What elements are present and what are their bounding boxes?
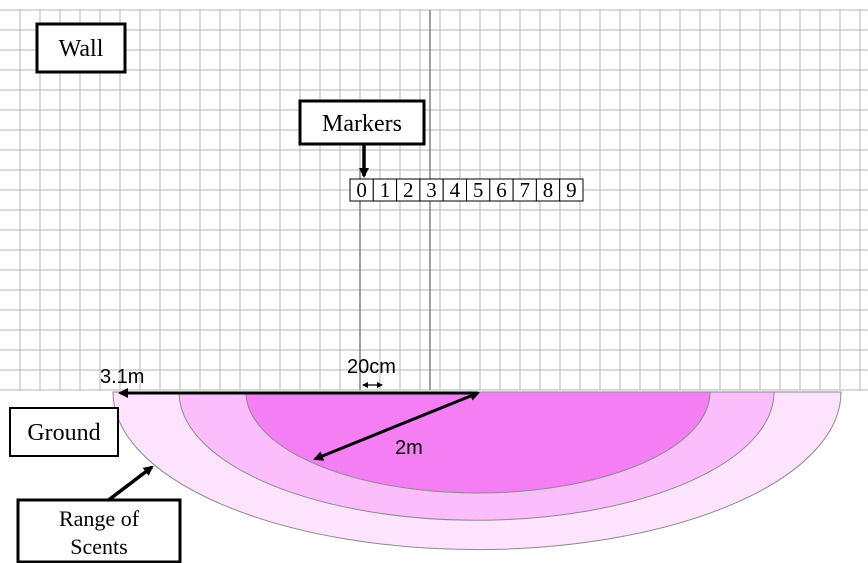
marker-number: 6: [496, 178, 507, 202]
distance-label-3-1m: 3.1m: [100, 366, 144, 388]
range-of-scents-label: Range of Scents: [16, 498, 182, 563]
marker-number: 2: [403, 178, 414, 202]
markers-label: Markers: [298, 99, 426, 146]
marker-number: 9: [566, 178, 577, 202]
range-pointer-arrow: [104, 465, 154, 504]
markers-label-text: Markers: [322, 111, 402, 137]
distance-label-20cm: 20cm: [347, 356, 396, 378]
marker-box: [559, 178, 584, 202]
distance-arrow-2m: [313, 391, 480, 461]
marker-number: 1: [380, 178, 391, 202]
marker-number: 8: [543, 178, 554, 202]
ground-label: Ground: [9, 407, 119, 457]
marker-number: 4: [450, 178, 461, 202]
wall-label: Wall: [35, 22, 127, 74]
marker-number: 7: [520, 178, 531, 202]
range-label-line1: Range of: [59, 506, 140, 531]
distance-label-2m: 2m: [395, 437, 423, 459]
range-label-line2: Scents: [70, 534, 127, 559]
wall-label-text: Wall: [59, 36, 104, 62]
marker-number: 3: [426, 178, 437, 202]
marker-number: 5: [473, 178, 484, 202]
marker-number: 0: [356, 178, 367, 202]
ground-label-text: Ground: [27, 420, 100, 446]
